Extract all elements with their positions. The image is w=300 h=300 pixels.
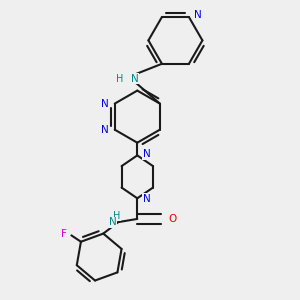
Text: N: N <box>194 11 201 20</box>
Text: N: N <box>131 74 139 83</box>
Text: N: N <box>100 125 108 135</box>
Text: N: N <box>143 149 151 159</box>
Text: O: O <box>168 214 176 224</box>
Text: N: N <box>100 99 108 109</box>
Text: F: F <box>61 229 67 239</box>
Text: H: H <box>113 211 120 221</box>
Text: N: N <box>143 194 151 204</box>
Text: H: H <box>116 74 123 83</box>
Text: N: N <box>109 217 117 227</box>
